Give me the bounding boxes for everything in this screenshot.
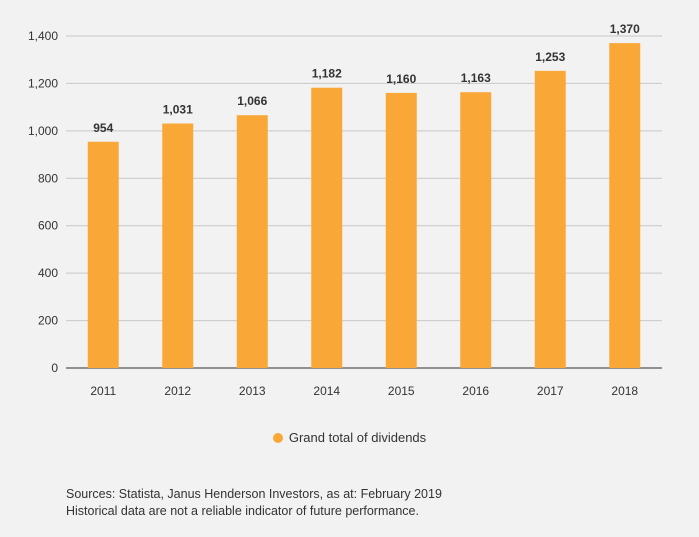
y-tick-label: 800 [38,171,58,185]
x-tick-label-2018: 2018 [611,384,638,398]
bars [87,43,641,369]
legend-marker [272,432,283,443]
bar-2013 [236,115,268,368]
x-tick-label-2017: 2017 [537,384,564,398]
bar-2017 [534,70,566,369]
x-tick-label-2015: 2015 [388,384,415,398]
x-tick-label-2012: 2012 [164,384,191,398]
value-label-2015: 1,160 [386,72,416,86]
y-axis-tick-labels: 0 200 400 600 800 1,000 1,200 1,400 [28,29,58,375]
footnote-sources: Sources: Statista, Janus Henderson Inves… [66,487,442,501]
x-tick-label-2014: 2014 [313,384,340,398]
x-tick-label-2013: 2013 [239,384,266,398]
gridlines [66,35,662,369]
x-axis-tick-labels: 2011 2012 2013 2014 2015 2016 2017 2018 [90,384,638,398]
y-tick-label: 400 [38,266,58,280]
y-tick-label: 0 [51,361,58,375]
chart-legend: Grand total of dividends [0,430,699,445]
y-tick-label: 1,000 [28,124,58,138]
x-tick-label-2011: 2011 [90,384,116,398]
dividends-bar-chart: 0 200 400 600 800 1,000 1,200 1,400 954 1,031 1,0… [28,22,662,398]
footnote-disclaimer: Historical data are not a reliable indic… [66,504,419,518]
y-tick-label: 600 [38,219,58,233]
value-label-2013: 1,066 [237,94,267,108]
bar-2018 [609,43,641,368]
value-label-2012: 1,031 [163,103,193,117]
y-tick-label: 1,200 [28,76,58,90]
bar-2016 [460,92,492,369]
bar-2014 [311,87,343,368]
value-label-2018: 1,370 [610,22,640,36]
x-tick-label-2016: 2016 [462,384,489,398]
bar-2011 [87,141,119,368]
value-label-2014: 1,182 [312,67,342,81]
legend-label: Grand total of dividends [288,430,427,445]
footnote: Sources: Statista, Janus Henderson Inves… [66,486,442,520]
value-label-2011: 954 [93,121,113,135]
bar-value-labels: 954 1,031 1,066 1,182 1,160 1,163 1,253 1,370 [93,22,640,135]
y-tick-label: 1,400 [28,29,58,43]
bar-2015 [385,92,417,369]
value-label-2016: 1,163 [461,71,491,85]
y-tick-label: 200 [38,314,58,328]
bar-2012 [162,123,194,369]
value-label-2017: 1,253 [535,50,565,64]
